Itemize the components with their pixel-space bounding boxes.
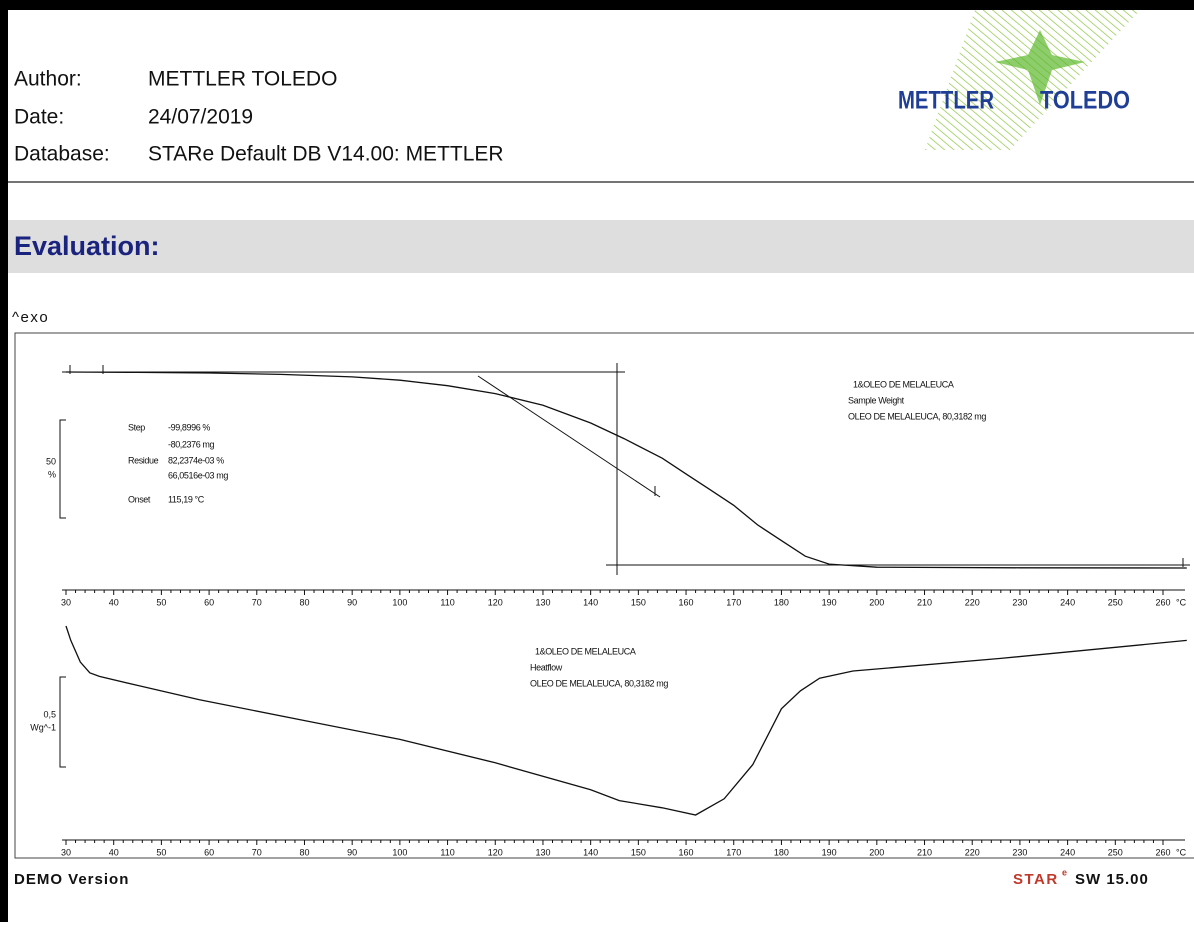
footer-star: STAR — [1013, 871, 1059, 888]
x-unit: °C — [1176, 597, 1187, 607]
legend-line: 1&OLEO DE MELALEUCA — [535, 646, 636, 656]
data-line — [65, 625, 1187, 816]
x-tick-label: 110 — [440, 597, 454, 607]
annotation: Step — [128, 422, 145, 432]
x-tick-label: 130 — [535, 847, 550, 857]
x-unit: °C — [1176, 847, 1187, 857]
tga-construction — [62, 363, 1190, 575]
x-tick-label: 180 — [774, 847, 789, 857]
x-tick-label: 70 — [252, 847, 262, 857]
x-tick-label: 260 — [1155, 847, 1170, 857]
legend-line: OLEO DE MELALEUCA, 80,3182 mg — [530, 678, 668, 688]
scale-bar — [59, 419, 66, 519]
annotation: Onset — [128, 494, 151, 504]
exo-label: ^exo — [12, 309, 49, 326]
x-tick-label: 240 — [1060, 597, 1075, 607]
x-tick-label: 90 — [347, 847, 357, 857]
logo-star — [995, 30, 1085, 105]
footer-left: DEMO Version — [14, 871, 129, 888]
annotation: 115,19 °C — [168, 494, 205, 504]
x-tick-label: 140 — [583, 597, 598, 607]
x-tick-label: 60 — [204, 847, 214, 857]
x-tick-label: 140 — [583, 847, 598, 857]
scale-unit: % — [48, 469, 56, 479]
x-tick-label: 160 — [679, 597, 694, 607]
annotation: Residue — [128, 455, 159, 465]
x-tick-label: 220 — [965, 847, 980, 857]
x-tick-label: 250 — [1108, 597, 1123, 607]
legend-line: 1&OLEO DE MELALEUCA — [853, 379, 954, 389]
x-tick-label: 150 — [631, 597, 646, 607]
x-tick-label: 260 — [1155, 597, 1170, 607]
x-tick-label: 230 — [1012, 597, 1027, 607]
left-border — [0, 0, 8, 922]
x-tick-label: 60 — [204, 597, 214, 607]
logo-left: METTLER — [898, 87, 994, 115]
x-tick-label: 190 — [822, 597, 837, 607]
x-tick-label: 120 — [488, 847, 503, 857]
x-tick-label: 70 — [252, 597, 262, 607]
date-label: Date: — [14, 106, 64, 129]
annotation: 82,2374e-03 % — [168, 455, 224, 465]
author: METTLER TOLEDO — [148, 68, 337, 91]
annotation: 66,0516e-03 mg — [168, 470, 228, 480]
x-tick-label: 130 — [535, 597, 550, 607]
x-tick-label: 100 — [392, 597, 407, 607]
x-tick-label: 220 — [965, 597, 980, 607]
top-border — [0, 0, 1194, 10]
x-tick-label: 250 — [1108, 847, 1123, 857]
x-tick-label: 120 — [488, 597, 503, 607]
x-tick-label: 170 — [726, 847, 741, 857]
author-label: Author: — [14, 68, 82, 91]
scale-value: 50 — [46, 456, 56, 466]
annotation: -80,2376 mg — [168, 439, 215, 449]
scale-value: 0,5 — [43, 709, 56, 719]
x-tick-label: 80 — [299, 847, 309, 857]
x-tick-label: 150 — [631, 847, 646, 857]
database-label: Database: — [14, 143, 110, 166]
chart-frame — [14, 332, 1194, 859]
legend-line: Sample Weight — [848, 395, 905, 405]
legend-line: OLEO DE MELALEUCA, 80,3182 mg — [848, 411, 986, 421]
x-tick-label: 210 — [917, 847, 932, 857]
x-tick-label: 200 — [869, 847, 884, 857]
x-tick-label: 170 — [726, 597, 741, 607]
section-title: Evaluation: — [14, 231, 160, 261]
x-tick-label: 80 — [299, 597, 309, 607]
legend-line: Heatflow — [530, 662, 563, 672]
data-line — [65, 371, 1187, 569]
x-tick-label: 30 — [61, 847, 71, 857]
x-tick-label: 110 — [440, 847, 454, 857]
x-tick-label: 90 — [347, 597, 357, 607]
x-tick-label: 100 — [392, 847, 407, 857]
date: 24/07/2019 — [148, 106, 253, 129]
x-tick-label: 160 — [679, 847, 694, 857]
database: STARe Default DB V14.00: METTLER — [148, 143, 504, 166]
x-tick-label: 40 — [109, 597, 119, 607]
x-tick-label: 240 — [1060, 847, 1075, 857]
section-band — [8, 220, 1194, 273]
footer-right: SW 15.00 — [1075, 871, 1149, 888]
footer-star-sup: e — [1062, 867, 1067, 877]
x-tick-label: 210 — [917, 597, 932, 607]
scale-unit: Wg^-1 — [30, 722, 56, 732]
x-tick-label: 30 — [61, 597, 71, 607]
x-tick-label: 180 — [774, 597, 789, 607]
logo-right: TOLEDO — [1040, 87, 1130, 115]
x-tick-label: 40 — [109, 847, 119, 857]
x-tick-label: 200 — [869, 597, 884, 607]
x-tick-label: 230 — [1012, 847, 1027, 857]
x-tick-label: 190 — [822, 847, 837, 857]
x-tick-label: 50 — [156, 847, 166, 857]
annotation: -99,8996 % — [168, 422, 210, 432]
x-tick-label: 50 — [156, 597, 166, 607]
scale-bar — [59, 676, 66, 768]
